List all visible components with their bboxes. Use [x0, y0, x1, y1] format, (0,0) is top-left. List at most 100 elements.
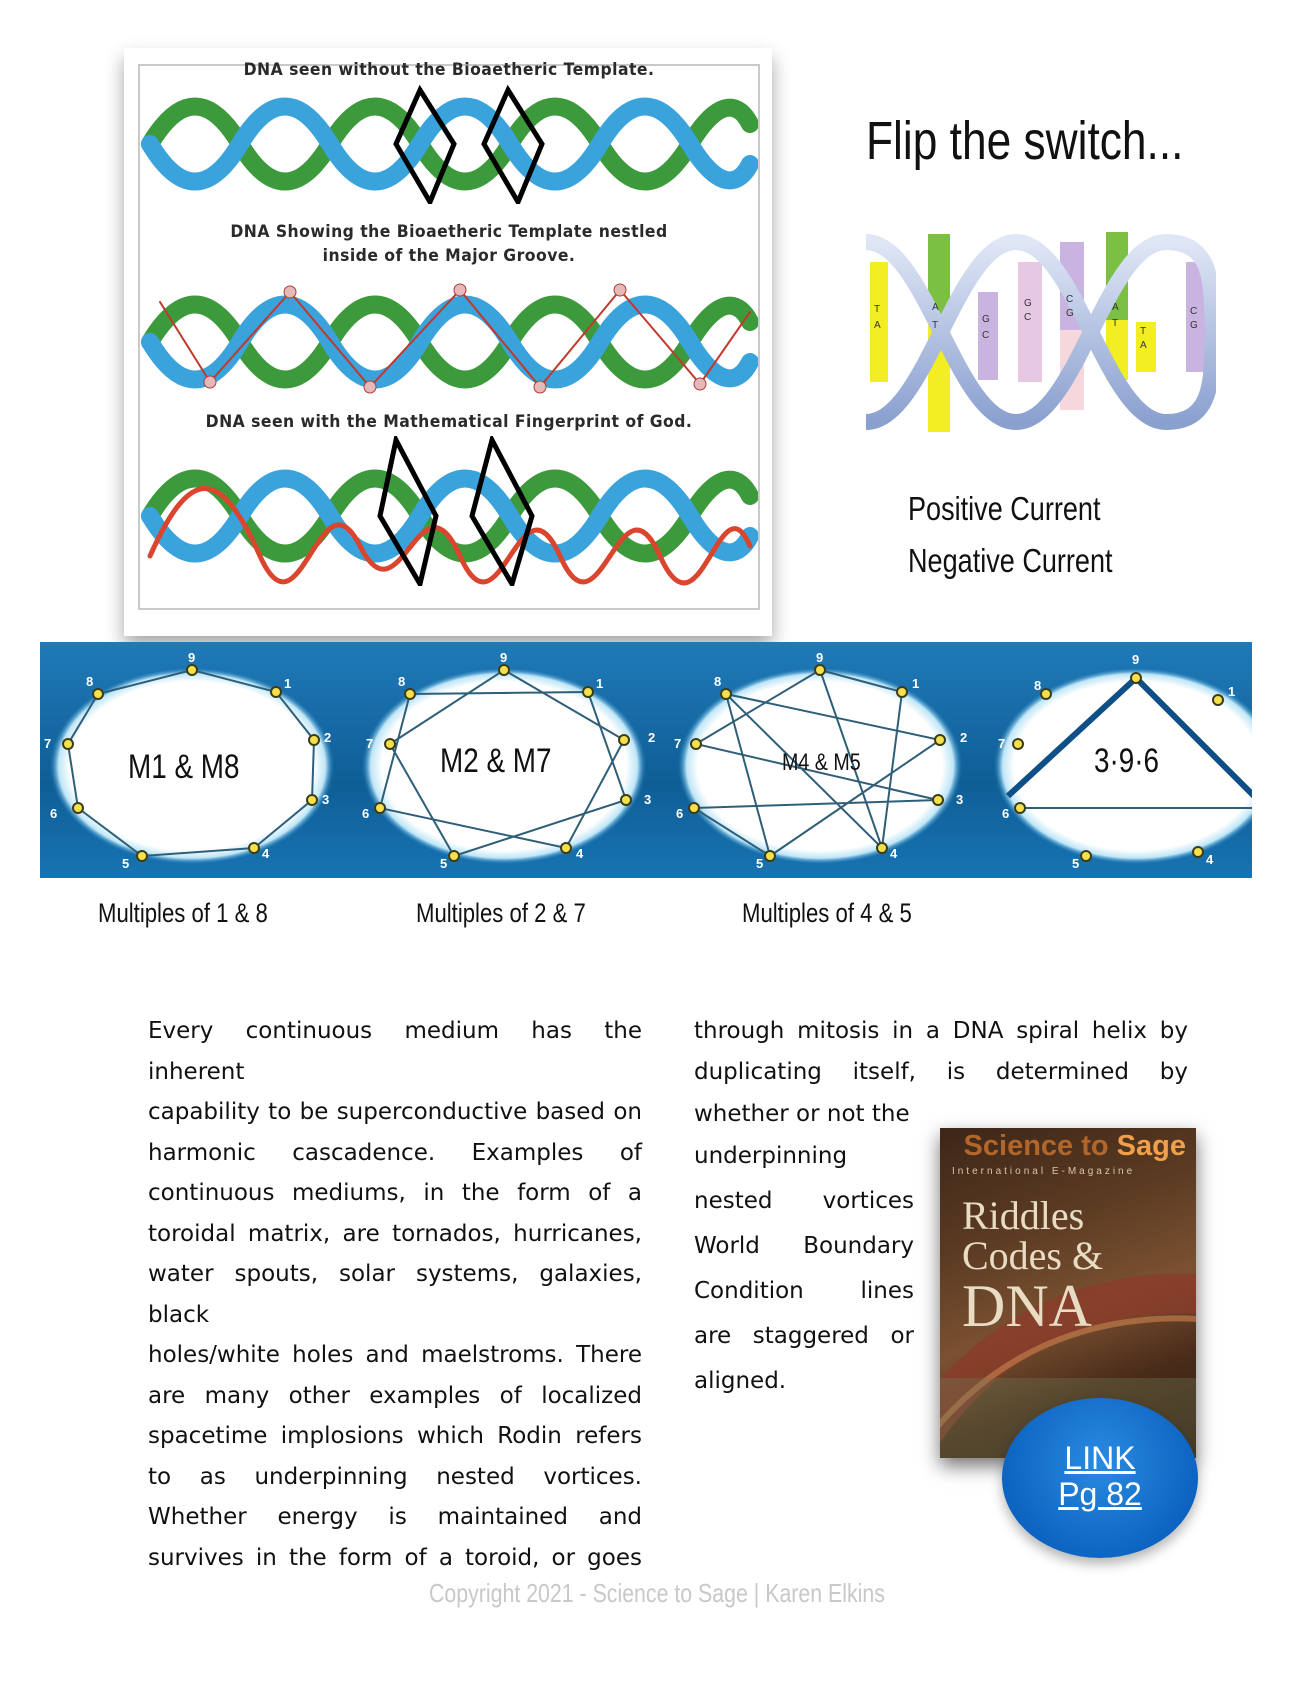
helix-letter: T	[1112, 318, 1118, 329]
multiples-label-4-5: Multiples of 4 & 5	[742, 898, 912, 928]
node-number: 1	[912, 676, 919, 691]
body-line: aligned.	[694, 1368, 787, 1394]
node-number: 8	[86, 674, 93, 689]
helix-letter: A	[1140, 340, 1147, 351]
negative-current-label: Negative Current	[908, 542, 1113, 579]
copyright-text: Copyright 2021 - Science to Sage | Karen…	[428, 1578, 885, 1608]
panel-label-396: 3·9·6	[1094, 741, 1159, 779]
dna-caption-middle-2: inside of the Major Groove.	[322, 246, 576, 266]
body-line: whether or not the	[694, 1101, 910, 1127]
node-number: 3	[644, 792, 651, 807]
body-text-right-narrow: whether or not the underpinning nested v…	[694, 1094, 914, 1404]
node-number: 4	[576, 846, 584, 861]
node-number: 6	[1002, 806, 1009, 821]
multiples-label-1-8: Multiples of 1 & 8	[98, 898, 268, 928]
multiples-label-2-7: Multiples of 2 & 7	[416, 898, 586, 928]
helix-letter: T	[874, 304, 880, 315]
node-number: 5	[440, 856, 447, 871]
body-line: continuous mediums, in the form of a	[148, 1180, 642, 1206]
panel-label-m4-m5: M4 & M5	[782, 748, 861, 775]
body-line: Condition lines	[694, 1278, 914, 1304]
vortex-math-band: 9 1 2 3 4 5 6 7 8 9 1 2 3 4 5 6 7 8 9 1 …	[40, 642, 1252, 878]
positive-current-label: Positive Current	[908, 490, 1101, 527]
body-line: water spouts, solar systems, galaxies, b…	[148, 1261, 642, 1328]
helix-letter: C	[1190, 306, 1197, 317]
node-number: 3	[322, 792, 329, 807]
body-line: duplicating itself, is determined by	[694, 1058, 1188, 1085]
helix-letter: T	[932, 320, 938, 331]
dna-caption-top: DNA seen without the Bioaetheric Templat…	[243, 60, 655, 80]
body-line: are many other examples of localized	[148, 1382, 642, 1409]
node-number: 3	[956, 792, 963, 807]
dna-strand-template	[141, 283, 758, 394]
body-line: harmonic cascadence. Examples of	[148, 1139, 642, 1166]
node-number: 1	[596, 676, 603, 691]
node-number: 6	[676, 806, 683, 821]
magazine-title-2: Codes &	[962, 1233, 1104, 1278]
node-number: 9	[188, 650, 195, 665]
dna-strand-plain	[141, 84, 758, 204]
node-number: 9	[500, 650, 507, 665]
node-number: 2	[648, 730, 655, 745]
dna-figure-frame: DNA seen without the Bioaetheric Templat…	[138, 60, 760, 610]
body-text-right: through mitosis in a DNA spiral helix by…	[694, 1011, 1188, 1092]
link-button-line2[interactable]: Pg 82	[1058, 1476, 1142, 1512]
helix-letter: A	[932, 302, 939, 313]
body-line: Every continuous medium has the inherent	[148, 1018, 642, 1085]
body-line: World Boundary	[694, 1233, 914, 1259]
node-number: 4	[1206, 852, 1214, 867]
panel-m2-m7	[362, 668, 646, 864]
body-line: capability to be superconductive based o…	[148, 1099, 642, 1125]
vortex-math-diagrams: 9 1 2 3 4 5 6 7 8 9 1 2 3 4 5 6 7 8 9 1 …	[44, 650, 1252, 871]
dna-caption-bottom: DNA seen with the Mathematical Fingerpri…	[205, 412, 693, 432]
panel-m4-m5	[678, 668, 962, 864]
body-line: through mitosis in a DNA spiral helix by	[694, 1018, 1188, 1044]
helix-letter: T	[1140, 326, 1146, 337]
helix-letter: G	[1024, 298, 1032, 309]
body-line: toroidal matrix, are tornados, hurricane…	[148, 1220, 642, 1247]
panel-m1-m8	[50, 668, 334, 864]
panel-label-m1-m8: M1 & M8	[128, 747, 240, 785]
link-button-line1[interactable]: LINK	[1064, 1440, 1136, 1476]
helix-letter: G	[982, 314, 990, 325]
dna-caption-middle-1: DNA Showing the Bioaetheric Template nes…	[230, 222, 668, 242]
node-number: 9	[1132, 652, 1139, 667]
helix-letter: C	[982, 330, 989, 341]
node-number: 7	[998, 736, 1005, 751]
body-line: nested vortices	[694, 1188, 914, 1214]
body-line: to as underpinning nested vortices.	[148, 1463, 642, 1490]
node-number: 4	[262, 846, 270, 861]
body-line: underpinning	[694, 1143, 848, 1169]
body-line: survives in the form of a toroid, or goe…	[148, 1544, 642, 1571]
body-line: are staggered or	[694, 1323, 914, 1349]
magazine-title-1: Riddles	[962, 1193, 1085, 1238]
node-number: 7	[44, 736, 51, 751]
helix-letter: C	[1024, 312, 1031, 323]
link-button[interactable]: LINK Pg 82	[1002, 1398, 1198, 1558]
node-number: 4	[890, 846, 898, 861]
helix-diagram: T A A T G C G C C G A T T A C G	[866, 232, 1216, 432]
body-line: Whether energy is maintained and	[148, 1504, 642, 1530]
flip-title: Flip the switch...	[866, 111, 1184, 171]
dna-figure: DNA seen without the Bioaetheric Templat…	[124, 48, 772, 636]
magazine-brand: Science to Sage	[963, 1130, 1186, 1162]
body-text-left: Every continuous medium has the inherent…	[148, 1011, 642, 1578]
node-number: 5	[1072, 856, 1079, 871]
node-number: 8	[1034, 678, 1041, 693]
node-number: 8	[714, 674, 721, 689]
helix-letter: G	[1190, 320, 1198, 331]
node-number: 1	[284, 676, 291, 691]
body-line: spacetime implosions which Rodin refers	[148, 1423, 642, 1449]
helix-letter: A	[874, 320, 881, 331]
node-number: 7	[366, 736, 373, 751]
node-number: 9	[816, 650, 823, 665]
node-number: 5	[756, 856, 763, 871]
node-number: 7	[674, 736, 681, 751]
helix-letter: C	[1066, 294, 1073, 305]
dna-strand-fingerprint	[141, 436, 758, 586]
helix-letter: A	[1112, 302, 1119, 313]
magazine-subtitle: International E-Magazine	[952, 1166, 1136, 1177]
node-number: 8	[398, 674, 405, 689]
magazine-title-3: DNA	[962, 1273, 1092, 1339]
helix-letter: G	[1066, 308, 1074, 319]
